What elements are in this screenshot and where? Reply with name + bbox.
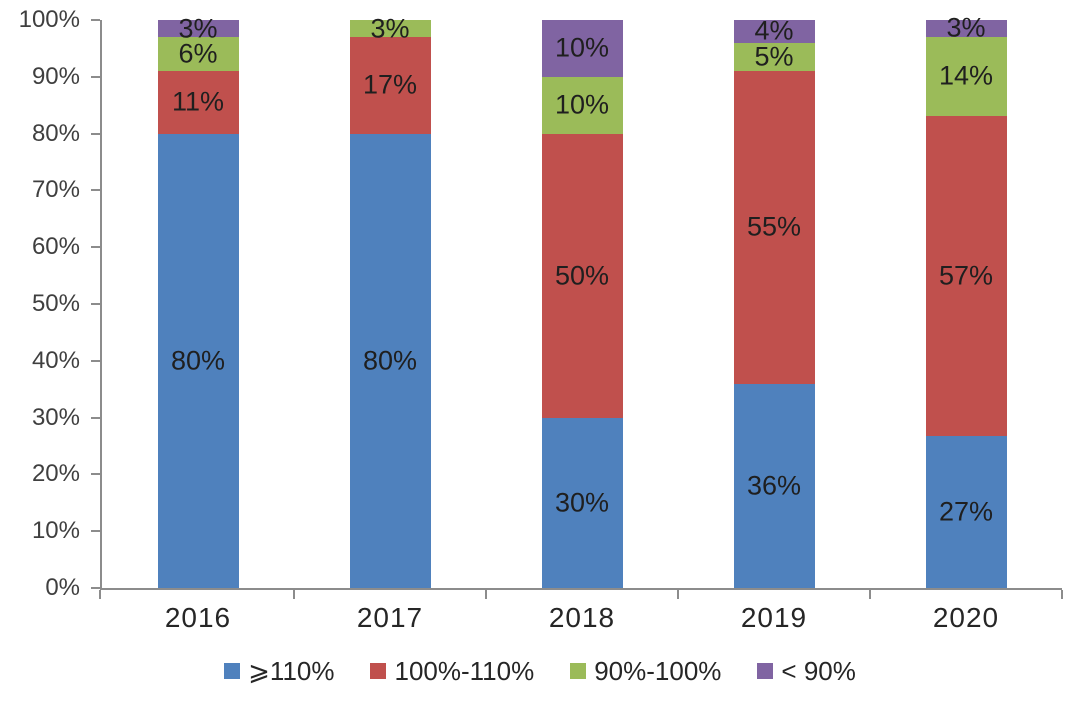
y-tick-label: 20%	[31, 460, 80, 488]
y-tick-mark	[91, 587, 100, 589]
legend-item: < 90%	[757, 656, 856, 686]
legend-label: ⩾110%	[248, 656, 335, 686]
y-tick-mark	[91, 19, 100, 21]
bar-column: 80% 11% 6% 3%	[157, 15, 239, 588]
plot-area: 80% 11% 6% 3% 80% 17% 3% 30% 50% 10% 10% 36% 55% 5% 4%…	[100, 14, 1062, 590]
legend-item: ⩾110%	[224, 658, 334, 684]
y-tick-mark	[91, 189, 100, 192]
bar-segment: 10%	[541, 20, 623, 77]
bar-segment: 14%	[925, 36, 1007, 116]
legend-label: < 90%	[781, 656, 856, 686]
x-tick-mark	[1061, 590, 1063, 599]
bar-segment: 80%	[157, 133, 239, 588]
bar-column: 27% 57% 14% 3%	[925, 14, 1007, 588]
bar-column: 30% 50% 10% 10%	[541, 20, 623, 588]
y-tick-label: 50%	[31, 290, 80, 317]
bar-segment-label: 80%	[170, 345, 226, 376]
y-tick-mark	[91, 416, 100, 419]
bar-segment: 36%	[733, 383, 815, 588]
legend-swatch	[224, 663, 241, 679]
y-tick-mark	[91, 246, 100, 249]
y-tick-mark	[91, 303, 100, 305]
bar-segment: 3%	[349, 15, 431, 42]
bar-segment-label: 27%	[938, 496, 994, 527]
x-tick-label: 2019	[740, 602, 808, 633]
bar-segment-label: 36%	[746, 470, 802, 501]
bar-segment: 50%	[541, 133, 623, 418]
x-tick-label: 2020	[932, 602, 1000, 633]
bar-segment-label: 3%	[178, 13, 218, 43]
bar-segment: 10%	[541, 76, 623, 134]
bar-column: 80% 17% 3%	[349, 15, 431, 588]
bar-segment: 11%	[157, 71, 239, 134]
y-tick-mark	[91, 359, 100, 362]
bars-layer: 80% 11% 6% 3% 80% 17% 3% 30% 50% 10% 10% 36% 55% 5% 4%…	[102, 14, 1062, 588]
bar-segment: 4%	[733, 15, 815, 46]
bar-segment: 55%	[733, 71, 815, 384]
bar-segment-label: 10%	[554, 32, 610, 63]
y-tick-label: 70%	[31, 176, 80, 204]
x-tick-mark	[869, 590, 871, 599]
x-tick-label: 2018	[548, 602, 616, 633]
bar-segment: 57%	[925, 115, 1007, 437]
bar-segment-label: 3%	[370, 13, 410, 43]
legend-swatch	[570, 663, 587, 679]
y-tick-label: 40%	[31, 346, 80, 374]
bar-segment: 3%	[157, 15, 239, 42]
bar-segment-label: 17%	[362, 69, 418, 100]
legend-label: 100%-110%	[394, 656, 535, 686]
bar-segment: 80%	[349, 133, 431, 588]
bar-segment-label: 11%	[171, 86, 225, 117]
bar-segment-label: 14%	[938, 60, 994, 91]
bar-segment-label: 80%	[362, 345, 418, 376]
bar-segment-label: 6%	[178, 38, 218, 69]
y-tick-mark	[91, 132, 100, 135]
legend-swatch	[757, 663, 774, 679]
y-tick-mark	[91, 530, 100, 533]
bar-segment: 17%	[349, 37, 431, 134]
x-tick-mark	[485, 590, 487, 599]
legend: ⩾110% 100%-110% 90%-100% < 90%	[0, 654, 1080, 688]
bar-segment-label: 57%	[938, 260, 994, 291]
bar-segment-label: 5%	[754, 41, 794, 72]
legend-label: 90%-100%	[594, 656, 722, 686]
x-tick-label: 2017	[356, 602, 424, 633]
bar-segment: 27%	[925, 436, 1007, 588]
x-tick-mark	[677, 590, 679, 599]
x-tick-label: 2016	[164, 602, 232, 633]
bar-column: 36% 55% 5% 4%	[733, 15, 815, 588]
y-tick-mark	[91, 473, 100, 476]
bar-segment: 5%	[733, 41, 815, 72]
legend-item: 90%-100%	[570, 658, 721, 684]
bar-segment-label: 55%	[746, 211, 802, 242]
legend-swatch	[370, 663, 387, 679]
y-tick-mark	[91, 75, 100, 78]
bar-segment: 3%	[925, 14, 1007, 41]
y-tick-label: 90%	[31, 62, 80, 90]
y-tick-label: 0%	[45, 574, 80, 601]
bar-segment-label: 30%	[554, 487, 610, 518]
x-tick-mark	[293, 590, 295, 599]
y-tick-label: 10%	[31, 517, 80, 545]
legend-item: 100%-110%	[370, 658, 534, 684]
x-tick-mark	[99, 590, 101, 599]
bar-segment-label: 10%	[554, 89, 610, 120]
y-tick-label: 60%	[31, 233, 80, 261]
bar-segment-label: 4%	[754, 15, 794, 46]
y-tick-label: 100%	[18, 6, 80, 33]
bar-segment-label: 3%	[946, 12, 986, 43]
y-tick-label: 80%	[31, 119, 80, 147]
y-tick-label: 30%	[31, 403, 80, 431]
bar-segment-label: 50%	[554, 260, 610, 291]
bar-segment: 6%	[157, 37, 239, 72]
bar-segment: 30%	[541, 417, 623, 588]
